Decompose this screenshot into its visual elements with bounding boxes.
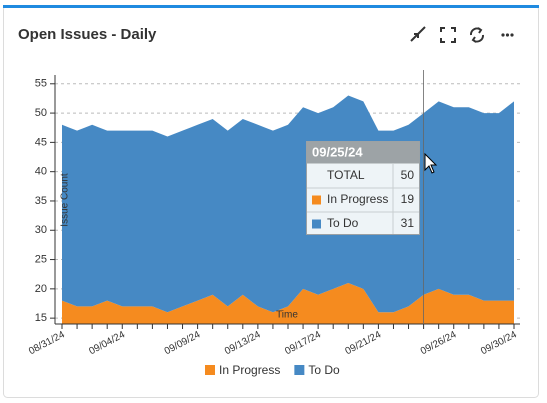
legend-label: To Do — [308, 363, 340, 377]
x-axis-label: Time — [276, 310, 298, 321]
tooltip: 09/25/24 TOTAL 50 In Progress 19 To Do 31 — [306, 141, 420, 235]
refresh-icon[interactable] — [470, 27, 484, 43]
y-tick-label: 40 — [35, 166, 47, 178]
tooltip-header — [306, 141, 420, 164]
legend-swatch — [294, 365, 305, 375]
tooltip-label: In Progress — [327, 192, 388, 206]
y-tick-label: 45 — [35, 136, 47, 148]
y-tick-label: 30 — [35, 224, 47, 236]
y-tick-label: 15 — [35, 312, 47, 324]
tooltip-label: TOTAL — [327, 168, 365, 182]
y-tick-label: 25 — [35, 253, 47, 265]
y-tick-label: 35 — [35, 195, 47, 207]
more-icon[interactable] — [501, 33, 514, 37]
header-icons — [410, 26, 484, 43]
tooltip-label: To Do — [327, 216, 359, 230]
cursor — [424, 152, 438, 174]
tooltip-swatch — [312, 219, 321, 229]
y-tick-label: 50 — [35, 107, 47, 119]
tooltip-swatch — [312, 195, 321, 205]
legend-label: In Progress — [219, 363, 280, 377]
widget-title: Open Issues - Daily — [18, 26, 157, 43]
y-tick-label: 20 — [35, 283, 47, 295]
tooltip-value: 50 — [401, 168, 415, 182]
y-tick-label: 55 — [35, 78, 47, 90]
minimize-icon[interactable] — [410, 26, 426, 42]
tooltip-date: 09/25/24 — [312, 144, 363, 159]
tooltip-value: 19 — [401, 192, 415, 206]
tooltip-value: 31 — [401, 216, 415, 230]
fullscreen-icon[interactable] — [440, 27, 456, 43]
card-accent — [3, 5, 539, 8]
y-axis-label: Issue Count — [60, 173, 71, 227]
area — [62, 282, 514, 324]
legend-swatch — [205, 365, 215, 375]
